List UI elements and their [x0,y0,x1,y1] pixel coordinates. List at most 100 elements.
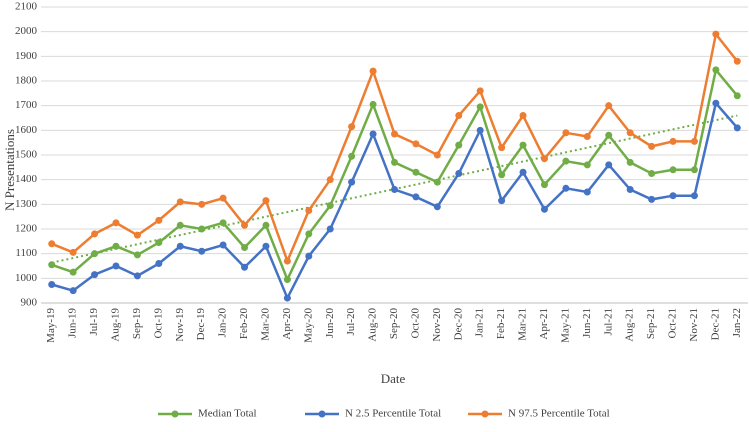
data-point [283,294,291,302]
data-point [219,194,227,202]
legend-marker [481,410,489,418]
y-tick-label: 2000 [15,25,38,37]
data-point [348,178,356,186]
data-point [519,112,527,120]
y-tick-label: 1600 [15,124,38,136]
data-point [133,251,141,259]
data-point [219,241,227,249]
data-point [369,130,377,138]
data-point [133,272,141,280]
data-point [391,158,398,166]
data-point [412,168,420,176]
data-point [476,126,484,134]
x-tick-label: Aug-21 [624,308,636,342]
data-point [219,219,227,227]
data-point [198,247,206,255]
x-tick-label: Aug-20 [367,308,379,342]
data-point [648,195,656,203]
data-point [198,200,206,208]
data-point [155,239,163,247]
data-point [455,141,463,149]
data-point [326,176,334,184]
x-tick-label: Jun-19 [67,308,79,338]
data-point [176,242,184,250]
x-tick-label: Dec-19 [195,308,207,341]
x-tick-label: Jul-20 [345,308,357,336]
x-tick-label: Feb-21 [495,308,507,339]
data-point [712,66,720,74]
data-point [540,155,548,163]
x-tick-label: Jan-21 [474,308,486,337]
x-tick-label: Jun-21 [581,308,593,338]
legend-label: N 97.5 Percentile Total [508,408,610,420]
y-tick-label: 1300 [15,198,38,210]
data-point [155,216,163,224]
data-point [262,197,270,205]
data-point [326,202,334,210]
data-point [348,152,356,160]
x-tick-label: Nov-21 [688,308,700,342]
x-tick-label: Jan-22 [731,308,743,337]
data-point [583,188,591,196]
data-point [648,142,656,150]
y-tick-label: 1500 [15,149,38,161]
x-tick-label: Apr-21 [538,308,550,340]
data-point [476,103,484,111]
data-point [690,192,698,200]
data-point [69,268,77,276]
x-tick-label: Oct-20 [409,308,421,339]
y-tick-label: 900 [21,297,38,309]
legend-marker [318,410,326,418]
data-point [540,181,548,189]
data-point [91,271,99,279]
data-point [391,130,398,138]
x-tick-label: Oct-19 [152,308,164,339]
data-point [690,166,698,174]
data-point [733,92,741,100]
data-point [498,144,506,152]
data-point [583,133,591,140]
data-point [391,186,398,194]
data-point [48,261,56,269]
data-point [433,151,441,159]
series-line [51,31,739,265]
y-tick-label: 1800 [15,75,38,87]
data-point [283,276,291,284]
data-point [605,161,613,169]
data-point [48,240,56,248]
data-point [305,230,313,238]
data-point [262,242,270,250]
y-tick-label: 1100 [15,247,37,259]
data-point [241,244,249,251]
data-point [305,207,313,214]
data-point [626,129,634,137]
x-tick-label: Mar-20 [259,308,271,341]
x-tick-label: May-21 [559,308,571,343]
legend-marker [171,410,179,418]
data-point [369,100,377,108]
data-point [648,170,656,177]
data-point [91,230,99,238]
data-point [562,129,570,137]
data-point [605,102,613,110]
data-point [712,30,720,38]
x-tick-label: May-19 [45,308,57,343]
data-point [690,137,698,145]
x-tick-label: Feb-20 [238,308,250,340]
data-point [48,281,56,288]
y-axis-title: N Presentations [2,129,17,211]
data-point [262,221,270,229]
data-point [176,221,184,229]
data-point [412,193,420,201]
x-tick-label: Nov-20 [431,308,443,342]
data-point [305,252,313,260]
data-point [519,141,527,149]
x-tick-label: May-20 [302,308,314,343]
x-axis-title: Date [381,371,406,386]
y-tick-label: 1000 [15,272,38,284]
x-tick-label: Jun-20 [324,308,336,338]
data-point [412,140,420,148]
series-line [51,67,739,283]
y-tick-label: 1200 [15,223,38,235]
